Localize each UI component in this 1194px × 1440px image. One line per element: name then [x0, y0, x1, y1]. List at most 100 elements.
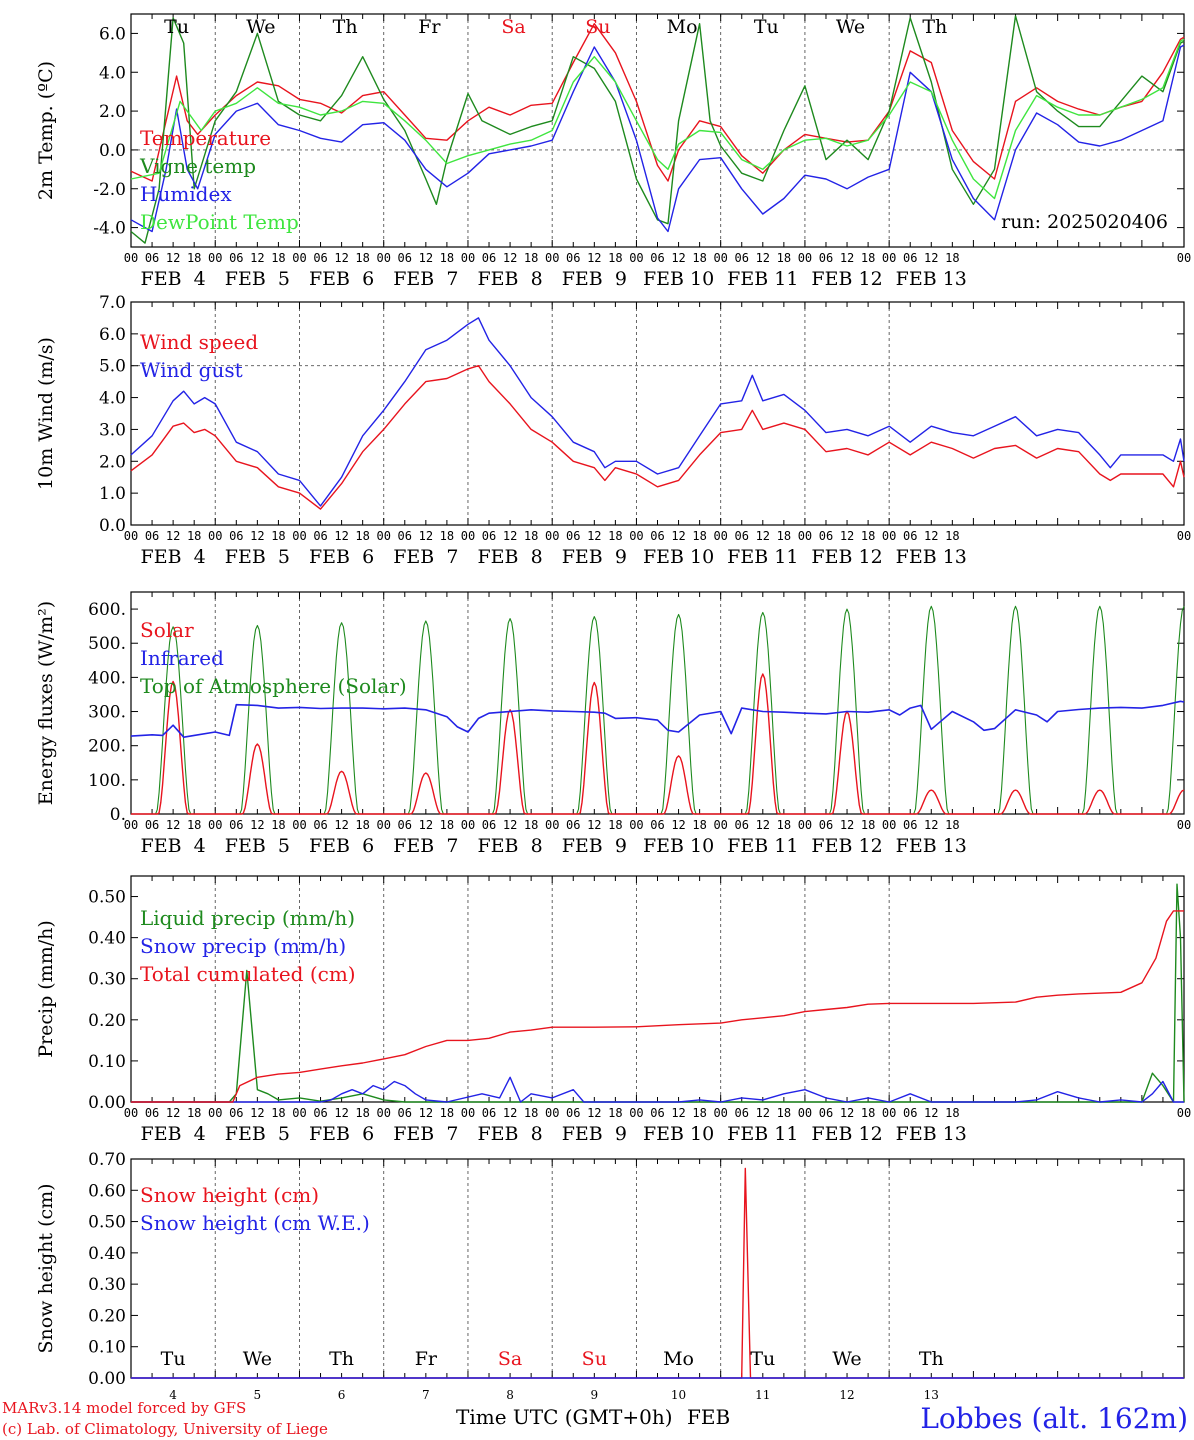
x-date-label: FEB 6 — [309, 268, 374, 290]
legend-entry: Total cumulated (cm) — [140, 962, 356, 986]
x-hour-label: 00 — [208, 529, 222, 543]
legend-entry: Top of Atmosphere (Solar) — [140, 674, 407, 698]
x-hour-label: 06 — [398, 1106, 412, 1120]
x-hour-label: 00 — [798, 818, 812, 832]
y-tick-label: -4.0 — [93, 219, 126, 239]
x-date-label: FEB 5 — [225, 835, 290, 857]
x-hour-label: 18 — [187, 1106, 201, 1120]
x-date-label: FEB 9 — [562, 268, 627, 290]
x-hour-label: 12 — [419, 1106, 433, 1120]
day-number-label: 11 — [755, 1388, 770, 1402]
legend-entry: Wind gust — [140, 358, 243, 382]
y-tick-label: 0.70 — [88, 1150, 126, 1170]
x-hour-label: 18 — [524, 251, 538, 265]
x-hour-label: 12 — [334, 251, 348, 265]
x-hour-label: 12 — [587, 529, 601, 543]
x-hour-label: 12 — [671, 251, 685, 265]
x-hour-label: 00 — [882, 1106, 896, 1120]
x-hour-label: 18 — [861, 818, 875, 832]
weekday-label: Su — [585, 16, 610, 38]
series-wind-speed — [130, 365, 1185, 510]
day-number-label: 7 — [422, 1388, 430, 1402]
series-total-cumulated-cm- — [131, 910, 1184, 1103]
legend-entry: Snow height (cm W.E.) — [140, 1211, 370, 1235]
x-hour-label: 00 — [376, 529, 390, 543]
x-hour-label: 06 — [313, 251, 327, 265]
x-hour-label: 12 — [503, 1106, 517, 1120]
x-hour-label: 06 — [735, 818, 749, 832]
x-date-label: FEB 9 — [562, 835, 627, 857]
weekday-label: Th — [329, 1348, 354, 1370]
x-hour-label: 06 — [482, 251, 496, 265]
y-tick-label: 0.00 — [88, 1093, 126, 1113]
x-date-label: FEB 9 — [562, 546, 627, 568]
month-label: FEB — [687, 1405, 730, 1429]
legend-entry: Wind speed — [140, 330, 258, 354]
x-hour-label: 18 — [440, 251, 454, 265]
x-hour-label: 12 — [924, 818, 938, 832]
x-hour-label: 06 — [735, 1106, 749, 1120]
x-hour-label: 18 — [945, 1106, 959, 1120]
x-hour-label: 06 — [398, 818, 412, 832]
y-tick-label: 0.30 — [88, 1275, 126, 1295]
x-hour-label: 06 — [482, 1106, 496, 1120]
x-hour-label: 12 — [671, 1106, 685, 1120]
x-hour-label: 06 — [566, 529, 580, 543]
x-hour-label: 18 — [271, 1106, 285, 1120]
x-hour-label: 00 — [208, 251, 222, 265]
series-infrared — [130, 700, 1185, 738]
x-hour-label: 00 — [545, 1106, 559, 1120]
x-hour-label: 12 — [334, 529, 348, 543]
x-date-label: FEB 7 — [393, 1123, 458, 1145]
weekday-label: Fr — [415, 1348, 438, 1370]
y-tick-label: 500. — [88, 634, 126, 654]
x-date-label: FEB 8 — [477, 835, 542, 857]
x-hour-label: 18 — [355, 529, 369, 543]
y-tick-label: 0.40 — [88, 1244, 126, 1264]
x-hour-label: 12 — [503, 529, 517, 543]
x-hour-label: 12 — [419, 818, 433, 832]
x-hour-label: 00 — [882, 818, 896, 832]
x-hour-label: 00 — [292, 1106, 306, 1120]
x-hour-label: 12 — [924, 1106, 938, 1120]
x-hour-label: 06 — [819, 251, 833, 265]
x-hour-label: 00 — [1177, 818, 1191, 832]
x-hour-label: 18 — [692, 251, 706, 265]
x-date-label: FEB 7 — [393, 268, 458, 290]
x-hour-label: 18 — [271, 251, 285, 265]
y-tick-label: 2.0 — [99, 102, 126, 122]
weekday-label: We — [832, 1348, 861, 1370]
weekday-label: Tu — [750, 1348, 775, 1370]
x-hour-label: 06 — [819, 1106, 833, 1120]
x-hour-label: 18 — [187, 251, 201, 265]
panel-precip: 0.00 0.10 0.20 0.30 0.40 0.50 Precip (mm/h) 00 0… — [35, 875, 1191, 1145]
y-tick-label: 0.60 — [88, 1181, 126, 1201]
x-hour-label: 00 — [376, 1106, 390, 1120]
day-number-label: 10 — [671, 1388, 686, 1402]
x-hour-label: 18 — [608, 529, 622, 543]
legend-entry: Snow precip (mm/h) — [140, 934, 346, 958]
x-hour-label: 12 — [250, 529, 264, 543]
x-hour-label: 00 — [124, 529, 138, 543]
x-hour-label: 18 — [608, 818, 622, 832]
x-date-label: FEB 6 — [309, 835, 374, 857]
x-hour-label: 18 — [271, 529, 285, 543]
panel-energy: 0. 100. 200. 300. 400. 500. 600. Energy fluxes … — [35, 591, 1191, 857]
weekday-label: Sa — [501, 16, 525, 38]
x-hour-label: 06 — [735, 251, 749, 265]
legend-entry: Liquid precip (mm/h) — [140, 906, 355, 930]
y-tick-label: 0.30 — [88, 970, 126, 990]
y-tick-label: 0.00 — [88, 1369, 126, 1389]
x-hour-label: 00 — [292, 818, 306, 832]
x-hour-label: 06 — [313, 1106, 327, 1120]
x-hour-label: 06 — [313, 818, 327, 832]
series-solar — [131, 673, 1185, 815]
x-hour-label: 12 — [924, 529, 938, 543]
x-date-label: FEB 7 — [393, 546, 458, 568]
x-date-label: FEB 8 — [477, 1123, 542, 1145]
legend-entry: Temperature — [140, 126, 271, 150]
x-hour-label: 12 — [587, 251, 601, 265]
x-hour-label: 00 — [124, 1106, 138, 1120]
legend-entry: Solar — [140, 618, 194, 642]
